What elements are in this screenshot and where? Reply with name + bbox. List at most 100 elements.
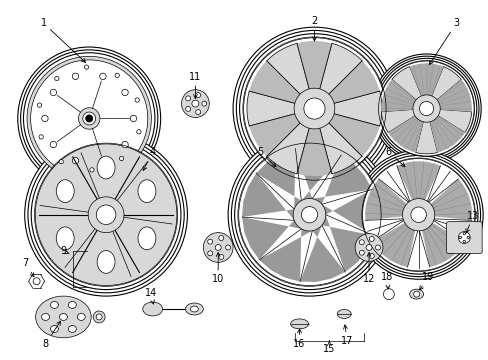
Ellipse shape — [195, 93, 200, 98]
Polygon shape — [409, 63, 443, 98]
Ellipse shape — [190, 306, 198, 312]
Text: 18: 18 — [380, 272, 392, 289]
Ellipse shape — [195, 109, 200, 114]
Ellipse shape — [97, 156, 115, 179]
Ellipse shape — [77, 314, 85, 320]
Text: 2: 2 — [311, 16, 317, 41]
Ellipse shape — [23, 53, 155, 184]
Ellipse shape — [366, 244, 371, 251]
Ellipse shape — [301, 207, 317, 223]
Ellipse shape — [181, 90, 209, 117]
Ellipse shape — [130, 115, 137, 122]
Ellipse shape — [207, 251, 212, 256]
Polygon shape — [312, 155, 371, 204]
Polygon shape — [381, 109, 416, 132]
Ellipse shape — [138, 180, 156, 203]
Ellipse shape — [138, 227, 156, 250]
Ellipse shape — [93, 311, 105, 323]
Ellipse shape — [359, 250, 364, 255]
Polygon shape — [430, 67, 460, 101]
Ellipse shape — [410, 207, 426, 222]
Ellipse shape — [238, 144, 380, 285]
Polygon shape — [300, 225, 345, 282]
Ellipse shape — [33, 278, 40, 285]
Ellipse shape — [233, 27, 395, 190]
Ellipse shape — [215, 244, 221, 251]
Text: 6: 6 — [385, 147, 404, 167]
Text: 3: 3 — [428, 18, 458, 64]
Ellipse shape — [373, 56, 478, 161]
Ellipse shape — [457, 231, 469, 243]
Text: 13: 13 — [465, 211, 478, 233]
Polygon shape — [326, 113, 379, 156]
Ellipse shape — [41, 115, 48, 122]
Ellipse shape — [82, 112, 96, 125]
Ellipse shape — [115, 73, 119, 77]
Ellipse shape — [228, 133, 390, 296]
Text: 9: 9 — [60, 247, 69, 256]
Polygon shape — [266, 121, 309, 174]
Ellipse shape — [28, 136, 184, 293]
Ellipse shape — [100, 73, 106, 80]
Polygon shape — [296, 126, 331, 176]
Polygon shape — [434, 80, 471, 112]
Ellipse shape — [18, 47, 161, 190]
Ellipse shape — [234, 140, 384, 289]
Ellipse shape — [31, 60, 147, 177]
Polygon shape — [391, 67, 421, 101]
Text: 7: 7 — [22, 258, 34, 277]
Ellipse shape — [84, 65, 88, 69]
Text: 5: 5 — [256, 147, 275, 167]
Ellipse shape — [39, 135, 43, 139]
Ellipse shape — [203, 233, 233, 262]
Polygon shape — [436, 109, 471, 132]
Ellipse shape — [412, 95, 439, 122]
Ellipse shape — [375, 245, 380, 250]
Ellipse shape — [72, 157, 79, 164]
Ellipse shape — [207, 239, 212, 244]
Ellipse shape — [85, 115, 93, 122]
Ellipse shape — [231, 136, 387, 293]
Ellipse shape — [368, 253, 373, 258]
Ellipse shape — [243, 38, 385, 179]
Ellipse shape — [50, 325, 59, 332]
Ellipse shape — [142, 302, 163, 316]
Ellipse shape — [359, 240, 364, 245]
Text: 4: 4 — [143, 147, 156, 171]
Text: 15: 15 — [323, 341, 335, 354]
Text: 17: 17 — [340, 325, 353, 346]
Polygon shape — [295, 147, 341, 201]
Ellipse shape — [88, 197, 124, 233]
Ellipse shape — [31, 140, 181, 289]
Ellipse shape — [50, 141, 57, 148]
Text: 12: 12 — [362, 253, 374, 284]
Ellipse shape — [60, 314, 67, 320]
Text: 19: 19 — [419, 272, 434, 290]
Polygon shape — [246, 91, 297, 126]
Ellipse shape — [68, 301, 76, 309]
Ellipse shape — [218, 255, 224, 260]
Ellipse shape — [202, 101, 206, 106]
Text: 1: 1 — [41, 18, 85, 62]
Ellipse shape — [337, 310, 350, 319]
Ellipse shape — [25, 133, 187, 296]
Ellipse shape — [135, 98, 139, 102]
Polygon shape — [321, 189, 376, 235]
Polygon shape — [415, 120, 437, 154]
Ellipse shape — [35, 144, 177, 285]
Ellipse shape — [185, 303, 203, 315]
Polygon shape — [321, 215, 373, 272]
Polygon shape — [381, 80, 417, 112]
Ellipse shape — [371, 54, 480, 163]
Polygon shape — [365, 179, 408, 220]
Ellipse shape — [368, 237, 373, 242]
Text: 16: 16 — [293, 329, 305, 349]
Ellipse shape — [376, 58, 476, 159]
Ellipse shape — [90, 168, 94, 172]
Ellipse shape — [68, 325, 76, 332]
Ellipse shape — [41, 314, 49, 320]
Ellipse shape — [290, 319, 308, 329]
Ellipse shape — [191, 100, 199, 107]
FancyBboxPatch shape — [446, 222, 481, 253]
Ellipse shape — [409, 289, 423, 299]
